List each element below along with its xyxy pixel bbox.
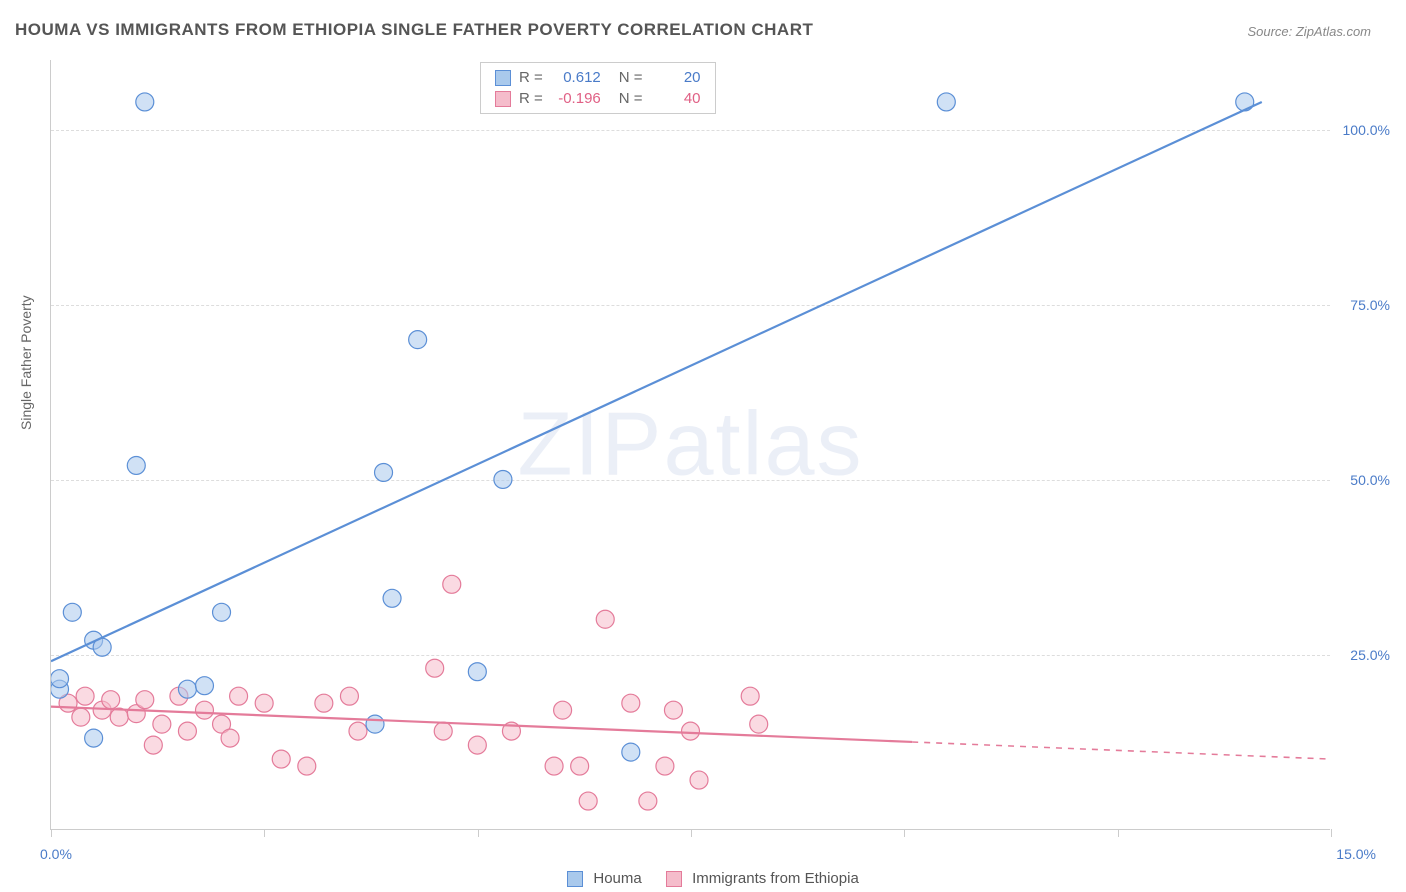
legend-n-value-houma: 20 xyxy=(651,69,701,86)
data-point xyxy=(127,456,145,474)
x-tick xyxy=(51,829,52,837)
data-point xyxy=(272,750,290,768)
x-tick xyxy=(1331,829,1332,837)
correlation-legend: R = 0.612 N = 20 R = -0.196 N = 40 xyxy=(480,62,716,114)
data-point xyxy=(230,687,248,705)
chart-title: HOUMA VS IMMIGRANTS FROM ETHIOPIA SINGLE… xyxy=(15,20,813,40)
data-point xyxy=(937,93,955,111)
legend-label-houma: Houma xyxy=(593,870,641,887)
data-point xyxy=(434,722,452,740)
x-tick xyxy=(478,829,479,837)
data-point xyxy=(554,701,572,719)
data-point xyxy=(426,659,444,677)
y-tick-label: 75.0% xyxy=(1350,297,1390,313)
data-point xyxy=(340,687,358,705)
data-point xyxy=(153,715,171,733)
data-point xyxy=(639,792,657,810)
x-tick xyxy=(264,829,265,837)
data-point xyxy=(409,331,427,349)
data-point xyxy=(136,93,154,111)
data-point xyxy=(468,663,486,681)
data-point xyxy=(1236,93,1254,111)
data-point xyxy=(102,691,120,709)
data-point xyxy=(443,575,461,593)
data-point xyxy=(579,792,597,810)
data-point xyxy=(494,470,512,488)
data-point xyxy=(195,677,213,695)
data-point xyxy=(571,757,589,775)
data-point xyxy=(72,708,90,726)
legend-row-houma: R = 0.612 N = 20 xyxy=(495,67,701,88)
trend-line xyxy=(51,102,1262,661)
data-point xyxy=(178,722,196,740)
legend-swatch-ethiopia xyxy=(666,871,682,887)
y-tick-label: 25.0% xyxy=(1350,647,1390,663)
data-point xyxy=(144,736,162,754)
data-point xyxy=(468,736,486,754)
legend-r-label: R = xyxy=(519,90,543,107)
data-point xyxy=(366,715,384,733)
data-point xyxy=(383,589,401,607)
data-point xyxy=(741,687,759,705)
legend-n-label: N = xyxy=(619,69,643,86)
y-tick-label: 50.0% xyxy=(1350,472,1390,488)
data-point xyxy=(51,670,69,688)
data-point xyxy=(221,729,239,747)
data-point xyxy=(110,708,128,726)
data-point xyxy=(656,757,674,775)
legend-r-label: R = xyxy=(519,69,543,86)
data-point xyxy=(213,603,231,621)
legend-r-value-ethiopia: -0.196 xyxy=(551,90,601,107)
scatter-plot-svg xyxy=(51,60,1330,829)
legend-swatch-houma xyxy=(495,70,511,86)
data-point xyxy=(545,757,563,775)
x-tick xyxy=(904,829,905,837)
data-point xyxy=(255,694,273,712)
data-point xyxy=(596,610,614,628)
x-tick xyxy=(1118,829,1119,837)
legend-row-ethiopia: R = -0.196 N = 40 xyxy=(495,88,701,109)
legend-n-label: N = xyxy=(619,90,643,107)
legend-r-value-houma: 0.612 xyxy=(551,69,601,86)
data-point xyxy=(690,771,708,789)
x-tick-label: 15.0% xyxy=(1336,846,1376,862)
legend-label-ethiopia: Immigrants from Ethiopia xyxy=(692,870,859,887)
x-tick xyxy=(691,829,692,837)
legend-swatch-houma xyxy=(567,871,583,887)
data-point xyxy=(136,691,154,709)
legend-swatch-ethiopia xyxy=(495,91,511,107)
data-point xyxy=(195,701,213,719)
data-point xyxy=(622,743,640,761)
data-point xyxy=(750,715,768,733)
legend-n-value-ethiopia: 40 xyxy=(651,90,701,107)
data-point xyxy=(664,701,682,719)
data-point xyxy=(298,757,316,775)
trend-line-extrapolated xyxy=(912,742,1330,759)
plot-area: ZIPatlas 25.0%50.0%75.0%100.0% xyxy=(50,60,1330,830)
y-axis-label: Single Father Poverty xyxy=(18,295,34,430)
y-tick-label: 100.0% xyxy=(1343,122,1390,138)
x-tick-label: 0.0% xyxy=(40,846,72,862)
data-point xyxy=(178,680,196,698)
data-point xyxy=(76,687,94,705)
data-point xyxy=(85,729,103,747)
data-point xyxy=(622,694,640,712)
data-point xyxy=(315,694,333,712)
source-attribution: Source: ZipAtlas.com xyxy=(1247,24,1371,39)
data-point xyxy=(682,722,700,740)
data-point xyxy=(375,463,393,481)
data-point xyxy=(349,722,367,740)
series-legend: Houma Immigrants from Ethiopia xyxy=(0,870,1406,887)
data-point xyxy=(63,603,81,621)
